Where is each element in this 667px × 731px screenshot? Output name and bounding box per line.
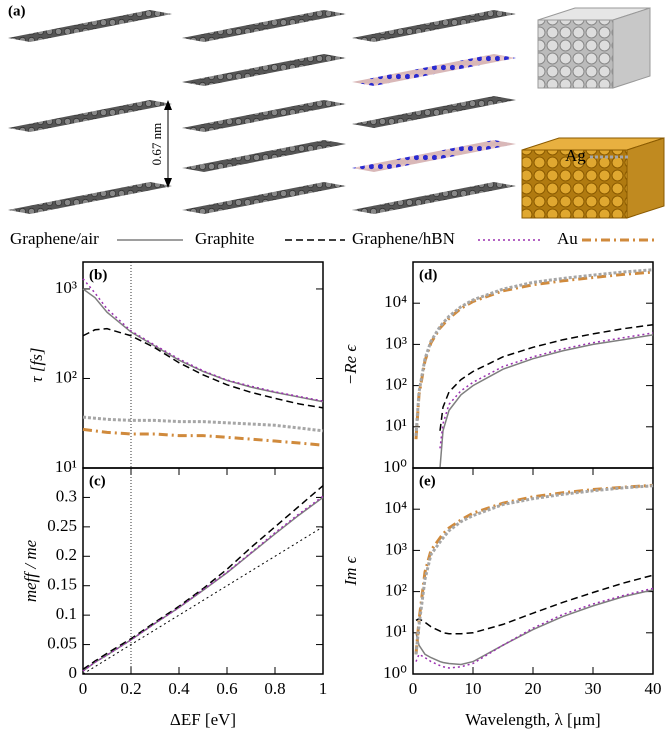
data-line	[82, 288, 324, 403]
x-tick-label: 1	[319, 679, 328, 698]
y-axis-label: τ [fs]	[27, 348, 46, 383]
y-tick-label: 0	[69, 663, 78, 682]
y-tick-label: 10¹	[385, 416, 407, 435]
x-axis-label: ΔEF [eV]	[170, 710, 236, 729]
data-line	[414, 270, 654, 440]
y-tick-label: 0.1	[56, 604, 77, 623]
x-tick-label: 0.2	[120, 679, 141, 698]
y-tick-label: 10⁰	[383, 457, 407, 476]
x-tick-label: 0.6	[216, 679, 237, 698]
plot-frame	[82, 467, 324, 675]
y-tick-label: 0.2	[56, 545, 77, 564]
plot-frame	[412, 261, 654, 469]
data-line	[82, 415, 324, 433]
legend-label: Graphene/air	[10, 229, 99, 248]
data-line	[82, 495, 324, 672]
y-tick-label: 10³	[385, 539, 407, 558]
panel-a-illustration	[8, 7, 665, 219]
y-tick-label: 10²	[385, 375, 407, 394]
y-axis-label: meff / me	[21, 539, 40, 602]
legend-label: Au	[557, 229, 578, 248]
y-tick-label: 10⁴	[384, 498, 407, 517]
x-tick-label: 0	[409, 679, 418, 698]
spacing-label: 0.67 nm	[149, 123, 164, 166]
x-tick-label: 0.4	[168, 679, 190, 698]
data-line	[414, 484, 654, 655]
y-tick-label: 10¹	[55, 457, 77, 476]
data-line	[439, 323, 654, 431]
panel-label: (c)	[89, 473, 106, 489]
data-line	[82, 427, 324, 447]
data-line	[82, 485, 324, 670]
y-tick-label: 10³	[55, 278, 77, 297]
data-line	[415, 587, 654, 669]
x-tick-label: 0	[79, 679, 88, 698]
legend-label: Graphite	[195, 229, 254, 248]
y-tick-label: 0.15	[47, 575, 77, 594]
data-line	[82, 278, 324, 402]
y-tick-label: 0.25	[47, 516, 77, 535]
data-line	[415, 589, 654, 666]
y-tick-label: 0.05	[47, 633, 77, 652]
x-tick-label: 30	[585, 679, 602, 698]
y-tick-label: 10⁰	[383, 663, 407, 682]
data-line	[414, 268, 654, 437]
y-tick-label: 10³	[385, 333, 407, 352]
data-line	[82, 496, 324, 672]
y-tick-label: 10¹	[385, 622, 407, 641]
x-tick-label: 0.8	[264, 679, 285, 698]
y-tick-label: 10²	[385, 581, 407, 600]
data-line	[415, 574, 654, 635]
data-line	[82, 526, 324, 675]
y-tick-label: 10⁴	[384, 292, 407, 311]
data-line	[439, 334, 654, 469]
legend-label: Graphene/hBN	[352, 229, 455, 248]
y-tick-label: 10²	[55, 367, 77, 386]
panel-label: (d)	[419, 267, 437, 283]
data-line	[439, 332, 654, 449]
y-axis-label: Im ϵ	[341, 555, 360, 586]
data-line	[82, 327, 324, 409]
panel-label: (b)	[89, 267, 107, 283]
x-tick-label: 20	[525, 679, 542, 698]
y-tick-label: 0.3	[56, 486, 77, 505]
x-tick-label: 10	[465, 679, 482, 698]
panel-label: (a)	[8, 3, 26, 19]
x-tick-label: 40	[645, 679, 662, 698]
y-axis-label: −Re ϵ	[341, 344, 360, 386]
x-axis-label: Wavelength, λ [μm]	[465, 710, 600, 729]
legend-label: Ag	[565, 146, 586, 165]
panel-label: (e)	[419, 473, 436, 489]
